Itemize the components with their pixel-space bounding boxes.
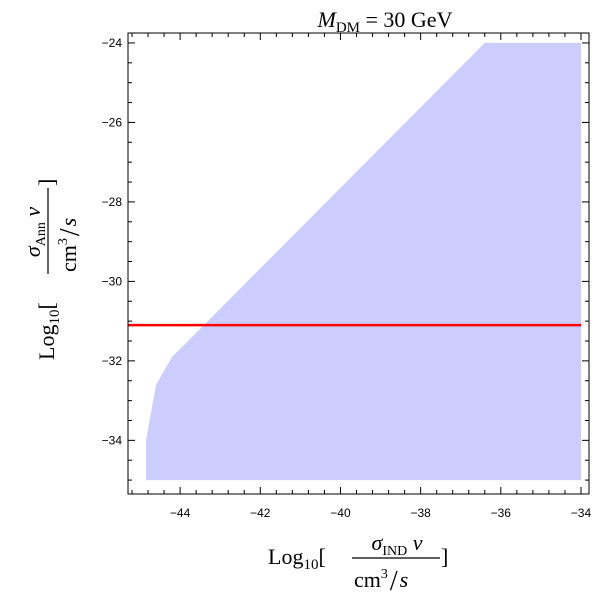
x-label-numerator: σIND v — [371, 530, 422, 559]
plot-frame — [127, 32, 590, 495]
y-label-prefix: Log10[ — [34, 302, 63, 360]
y-tick-label: −32 — [102, 354, 123, 368]
title-main: M — [317, 7, 338, 32]
y-tick-label: −30 — [102, 274, 123, 288]
x-tick-label: −38 — [410, 506, 431, 520]
title-rest: = 30 GeV — [360, 7, 453, 32]
y-tick-label: −28 — [102, 195, 123, 209]
x-label-close: ] — [441, 544, 448, 569]
x-tick-label: −44 — [170, 506, 191, 520]
x-tick-label: −34 — [571, 506, 592, 520]
x-label-denominator: cm3/s — [354, 566, 408, 597]
title-sub: DM — [336, 20, 360, 36]
y-tick-label: −26 — [102, 115, 123, 129]
x-tick-label: −36 — [491, 506, 512, 520]
y-label-close: ] — [34, 179, 59, 186]
y-axis-label: Log10[ σAnn v cm3/s ] — [20, 179, 86, 360]
x-axis-label: Log10[ σIND v cm3/s ] — [268, 530, 448, 597]
allowed-region — [146, 42, 581, 481]
x-tick-label: −42 — [250, 506, 271, 520]
x-label-prefix: Log10[ — [268, 544, 326, 573]
y-tick-label: −34 — [102, 433, 123, 447]
chart-title: MDM = 30 GeV — [317, 7, 453, 36]
plot-area — [128, 42, 581, 481]
y-label-denominator: cm3/s — [55, 218, 86, 272]
y-label-numerator: σAnn v — [20, 207, 49, 257]
axis-ticks: −44 −42 −40 −38 −36 −34 −24 −26 −28 −30 −32 −34 — [102, 33, 592, 520]
x-tick-label: −40 — [330, 506, 351, 520]
y-tick-label: −24 — [102, 36, 123, 50]
